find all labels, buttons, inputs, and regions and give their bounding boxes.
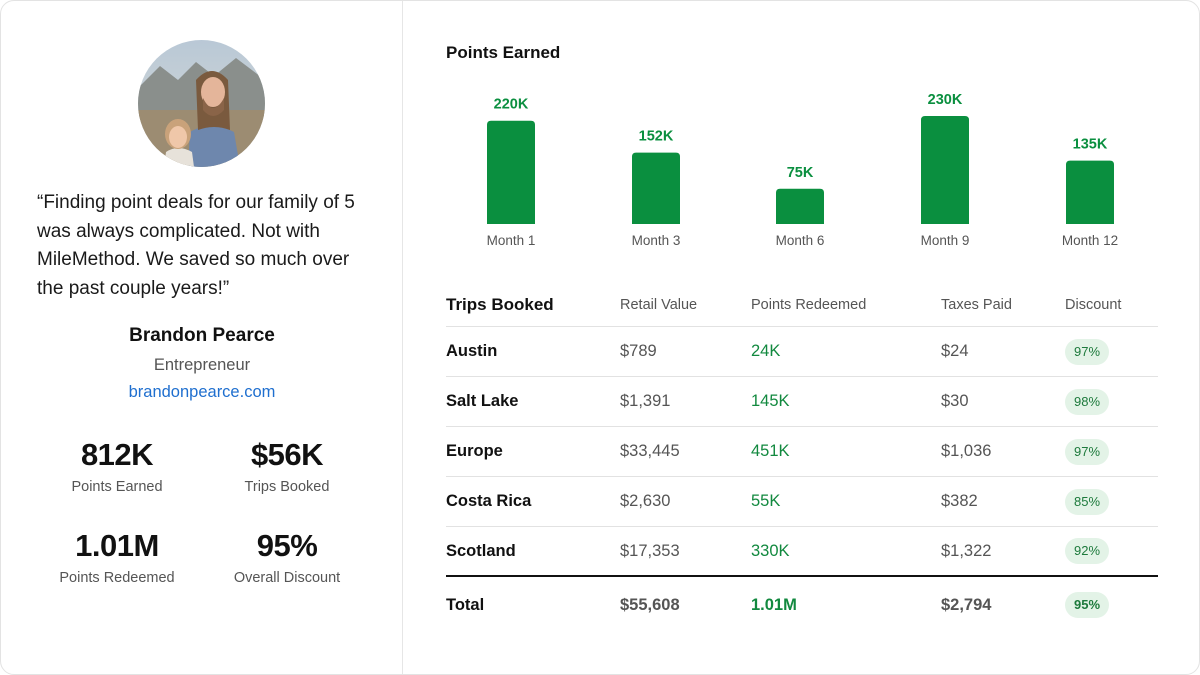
chart-category-label: Month 6 [776,233,825,248]
discount-badge: 92% [1065,538,1110,564]
discount-cell: 97% [1065,427,1110,476]
points-redeemed: 330K [751,541,790,560]
table-title: Trips Booked [446,294,554,314]
testimonial-quote: “Finding point deals for our family of 5… [37,192,355,299]
chart-title: Points Earned [446,43,561,62]
avatar [138,40,265,167]
stat-points-earned: 812K Points Earned [17,437,217,495]
stat-overall-discount: 95% Overall Discount [187,528,387,586]
chart-category-label: Month 3 [632,233,681,248]
points-redeemed: 145K [751,392,790,410]
taxes-paid: $382 [941,492,978,510]
total-discount-badge: 95% [1065,592,1110,618]
discount-cell: 95% [1065,577,1110,633]
trip-name: Europe [446,442,503,460]
table-total-row: Total $55,608 1.01M $2,794 95% [446,577,1158,633]
avatar-photo [138,40,265,167]
column-header-discount: Discount [1065,296,1122,313]
chart-bar [632,152,680,224]
trip-name: Austin [446,342,498,360]
chart-value-label: 230K [928,92,963,108]
stat-points-redeemed: 1.01M Points Redeemed [17,528,217,586]
table-header: Trips Booked Retail Value Points Redeeme… [446,283,1158,327]
total-label: Total [446,595,485,614]
stat-trips-booked: $56K Trips Booked [187,437,387,495]
chart-category-label: Month 9 [921,233,970,248]
discount-cell: 98% [1065,377,1110,426]
stat-value: $56K [250,437,324,472]
taxes-paid: $30 [941,392,969,410]
stat-value: 812K [80,437,154,472]
discount-cell: 97% [1065,327,1110,376]
discount-badge: 85% [1065,488,1110,515]
discount-cell: 85% [1065,477,1110,526]
chart-bar [1066,160,1114,224]
table-row: Austin $789 24K $24 97% [446,327,1158,377]
author-name: Brandon Pearce [129,325,275,346]
chart-category-label: Month 1 [487,233,536,248]
table-row: Scotland $17,353 330K $1,322 92% [446,527,1158,577]
trip-name: Scotland [446,541,516,560]
retail-value: $33,445 [620,442,680,460]
stat-value: 1.01M [75,528,159,563]
discount-badge: 97% [1065,338,1110,365]
taxes-paid: $1,322 [941,541,992,560]
total-points-redeemed: 1.01M [751,595,797,614]
trip-name: Salt Lake [446,392,519,410]
table-row: Europe $33,445 451K $1,036 97% [446,427,1158,477]
chart-value-label: 152K [639,129,674,145]
retail-value: $789 [620,342,657,360]
results-panel: Points Earned 220K Month 1 152K Month 3 75K M… [403,1,1199,674]
taxes-paid: $24 [941,342,969,360]
stat-label: Trips Booked [244,479,330,495]
taxes-paid: $1,036 [941,442,992,460]
chart-bar [487,120,535,224]
total-retail-value: $55,608 [620,595,680,614]
retail-value: $1,391 [620,392,671,410]
trip-name: Costa Rica [446,492,532,510]
chart-category-label: Month 12 [1062,233,1118,248]
column-header-points-redeemed: Points Redeemed [751,296,867,313]
trips-table: Trips Booked Retail Value Points Redeeme… [446,283,1158,633]
table-row: Salt Lake $1,391 145K $30 98% [446,377,1158,427]
points-redeemed: 24K [751,342,781,360]
points-redeemed: 55K [751,492,781,510]
discount-badge: 97% [1065,438,1110,465]
chart-bar [921,116,969,224]
stat-label: Points Redeemed [59,570,175,586]
chart-value-label: 75K [787,165,814,181]
column-header-retail-value: Retail Value [620,296,698,313]
chart-value-label: 220K [494,97,529,113]
retail-value: $17,353 [620,541,680,560]
table-row: Costa Rica $2,630 55K $382 85% [446,477,1158,527]
stat-label: Points Earned [71,479,163,495]
discount-cell: 92% [1065,527,1110,575]
stat-label: Overall Discount [233,570,341,586]
retail-value: $2,630 [620,492,671,510]
chart-value-label: 135K [1073,137,1108,153]
total-taxes-paid: $2,794 [941,595,992,614]
discount-badge: 98% [1065,388,1110,415]
points-earned-chart: 220K Month 1 152K Month 3 75K Month 6 230K Mont… [487,92,1119,248]
column-header-taxes-paid: Taxes Paid [941,296,1012,313]
testimonial-panel: “Finding point deals for our family of 5… [1,1,403,674]
chart-bar [776,188,824,224]
author-website-link[interactable]: brandonpearce.com [128,383,276,401]
author-role: Entrepreneur [153,356,251,374]
points-redeemed: 451K [751,442,790,460]
stat-value: 95% [256,528,318,563]
